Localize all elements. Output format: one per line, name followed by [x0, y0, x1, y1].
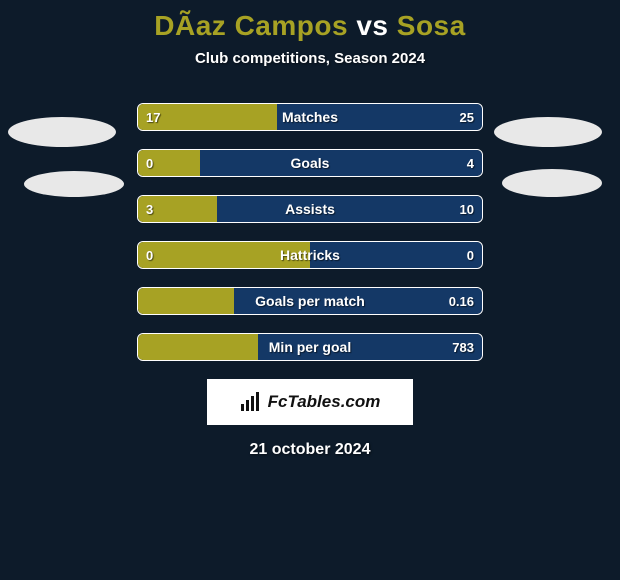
stat-metric-label: Min per goal — [138, 334, 482, 360]
vs-label: vs — [356, 10, 388, 41]
subtitle: Club competitions, Season 2024 — [0, 50, 620, 67]
stat-metric-label: Hattricks — [138, 242, 482, 268]
stat-row: 783Min per goal — [137, 333, 483, 361]
player-badge-ellipse — [494, 117, 602, 147]
date-label: 21 october 2024 — [0, 441, 620, 459]
stat-rows: 1725Matches 04Goals 310Assists 00Hattricks 0… — [137, 103, 483, 361]
comparison-stage: 1725Matches 04Goals 310Assists 00Hattricks 0… — [0, 103, 620, 459]
stat-metric-label: Goals — [138, 150, 482, 176]
player-badge-ellipse — [502, 169, 602, 197]
stat-row: 04Goals — [137, 149, 483, 177]
stat-row: 00Hattricks — [137, 241, 483, 269]
stat-metric-label: Assists — [138, 196, 482, 222]
stat-row: 0.16Goals per match — [137, 287, 483, 315]
logo-text: FcTables.com — [268, 392, 381, 412]
logo-box: FcTables.com — [207, 379, 413, 425]
player-left-name: DÃ­az Campos — [154, 10, 348, 41]
stat-row: 1725Matches — [137, 103, 483, 131]
stat-row: 310Assists — [137, 195, 483, 223]
player-badge-ellipse — [24, 171, 124, 197]
player-badge-ellipse — [8, 117, 116, 147]
stat-metric-label: Goals per match — [138, 288, 482, 314]
logo-bars-icon — [240, 392, 262, 412]
stat-metric-label: Matches — [138, 104, 482, 130]
player-right-name: Sosa — [397, 10, 466, 41]
comparison-title: DÃ­az Campos vs Sosa — [0, 0, 620, 42]
